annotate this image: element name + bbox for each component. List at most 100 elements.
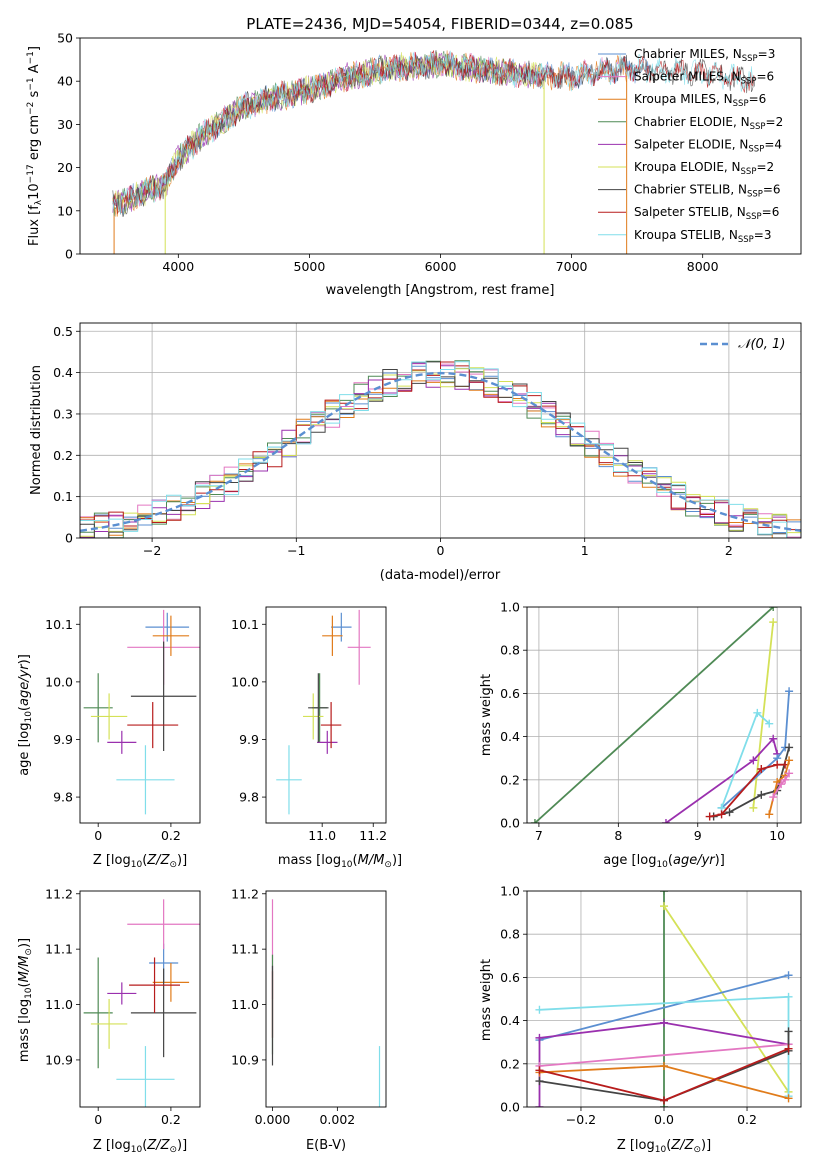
y-axis-label: mass weight [479, 674, 494, 756]
y-tick-label: 0.8 [500, 927, 520, 942]
spectrum-line [112, 52, 545, 215]
weight-marker [749, 756, 758, 765]
residuals-panel: −2 −1 0 1 2 0 0.1 0.2 0.3 0.4 0.5 𝒩(0, 1) (data-mode… [29, 322, 802, 583]
axes-decor: 4000 5000 6000 7000 8000 0 10 20 30 40 50 [57, 31, 802, 274]
x-axis-label: mass [log10(M/M⊙)] [278, 853, 402, 870]
y-axis-label: mass weight [479, 959, 494, 1041]
histogram-step [80, 361, 801, 538]
x-axis-label: E(B-V) [306, 1138, 346, 1153]
weight-line [534, 607, 774, 823]
weight-marker [765, 810, 774, 819]
x-tick-label: 11.0 [308, 828, 336, 843]
weight-marker [784, 992, 793, 1001]
weight-marker [660, 1061, 668, 1070]
y-tick-label: 20 [57, 160, 73, 175]
legend-label: Chabrier STELIB, NSSP=6 [634, 183, 781, 200]
axes-decor: 0 0.2 10.9 11.0 11.1 11.2 [45, 886, 201, 1127]
weight-marker [769, 618, 778, 627]
figure-title: PLATE=2436, MJD=54054, FIBERID=0344, z=0… [246, 15, 633, 33]
plot-area [276, 609, 371, 815]
weight-marker [785, 756, 794, 765]
spectrum-line [112, 50, 755, 215]
weight-marker [781, 775, 790, 784]
y-tick-label: 0.4 [500, 1013, 520, 1028]
y-tick-label: 0.2 [500, 1056, 520, 1071]
legend-label: Chabrier ELODIE, NSSP=2 [634, 115, 783, 132]
legend-label: Salpeter MILES, NSSP=6 [634, 70, 774, 87]
weight-vs-metallicity-panel: −0.2 0.0 0.2 0.0 0.2 0.4 0.6 0.8 1.0 Z [log10(Z/Z… [479, 884, 802, 1155]
axes-frame [265, 890, 387, 1108]
x-tick-label: 0.2 [737, 1112, 757, 1127]
y-tick-label: 9.9 [239, 732, 259, 747]
x-axis-label: wavelength [Angstrom, rest frame] [326, 283, 555, 298]
weight-marker [785, 687, 794, 696]
y-tick-label: 10 [57, 203, 73, 218]
x-tick-label: 2 [725, 543, 733, 558]
y-tick-label: 0.3 [53, 406, 73, 421]
spectrum-line [112, 52, 546, 213]
y-tick-label: 0.4 [53, 365, 73, 380]
weight-line [539, 1043, 789, 1067]
legend-label: Salpeter STELIB, NSSP=6 [634, 205, 779, 222]
plot-area [112, 50, 755, 254]
legend-label: Kroupa STELIB, NSSP=3 [634, 228, 772, 245]
y-tick-label: 11.0 [231, 997, 259, 1012]
weight-line [539, 974, 789, 1041]
x-tick-label: 11.2 [359, 828, 387, 843]
plot-area [527, 607, 801, 823]
x-axis-label: Z [log10(Z/Z⊙)] [617, 1138, 711, 1155]
y-tick-label: 50 [57, 31, 73, 46]
weight-marker [749, 803, 758, 812]
weight-marker [535, 1077, 544, 1086]
weight-marker [757, 790, 766, 799]
weight-marker [660, 1096, 668, 1105]
weight-line [663, 905, 790, 1093]
weight-marker [660, 902, 668, 911]
y-axis-label: Flux [fλ10−17 erg cm−2 s−1 A−1] [26, 46, 44, 246]
x-tick-label: 7000 [556, 259, 588, 274]
x-tick-label: −0.2 [566, 1112, 596, 1127]
weight-marker [660, 1018, 668, 1027]
y-tick-label: 11.2 [45, 886, 73, 901]
weight-marker [535, 1033, 544, 1042]
y-tick-label: 10.9 [231, 1052, 259, 1067]
weight-marker [769, 734, 778, 743]
plot-area [80, 323, 801, 538]
weight-marker [769, 793, 778, 802]
spectrum-legend: Chabrier MILES, NSSP=3 Salpeter MILES, NS… [598, 47, 783, 245]
legend-label: Kroupa ELODIE, NSSP=2 [634, 160, 774, 177]
mass-vs-ebv-panel: 0.000 0.002 10.9 11.0 11.1 11.2 E(B-V) [231, 886, 387, 1153]
x-tick-label: 9 [694, 828, 702, 843]
legend-label: Chabrier MILES, NSSP=3 [634, 47, 775, 64]
weight-marker [784, 971, 793, 980]
y-tick-label: 11.2 [231, 886, 259, 901]
x-tick-label: 0 [437, 543, 445, 558]
x-tick-label: −2 [143, 543, 161, 558]
y-axis-label: mass [log10(M/M⊙)] [17, 938, 34, 1062]
axes-frame [79, 606, 201, 824]
x-tick-label: 8000 [687, 259, 719, 274]
x-tick-label: 0.0 [654, 1112, 674, 1127]
y-tick-label: 11.1 [45, 942, 73, 957]
y-tick-label: 0.6 [500, 686, 520, 701]
weight-marker [753, 708, 762, 717]
y-tick-label: 0.4 [500, 729, 520, 744]
weight-marker [784, 1027, 793, 1036]
weight-vs-age-panel: 7 8 9 10 0.0 0.2 0.4 0.6 0.8 1.0 age [log10(age/yr… [479, 600, 802, 870]
y-tick-label: 9.9 [53, 732, 73, 747]
weight-marker [777, 780, 786, 789]
plot-area [527, 891, 801, 1107]
y-tick-label: 10.9 [45, 1052, 73, 1067]
weight-marker [785, 743, 794, 752]
x-tick-label: 0 [94, 1112, 102, 1127]
y-tick-label: 0.6 [500, 970, 520, 985]
axes-frame [526, 606, 802, 824]
axes-frame [265, 606, 387, 824]
weight-line [665, 736, 779, 823]
y-tick-label: 0.5 [53, 324, 73, 339]
axes-decor: 7 8 9 10 0.0 0.2 0.4 0.6 0.8 1.0 [500, 600, 802, 843]
y-tick-label: 9.8 [53, 790, 73, 805]
weight-line [539, 1031, 790, 1102]
y-tick-label: 0 [65, 247, 73, 262]
